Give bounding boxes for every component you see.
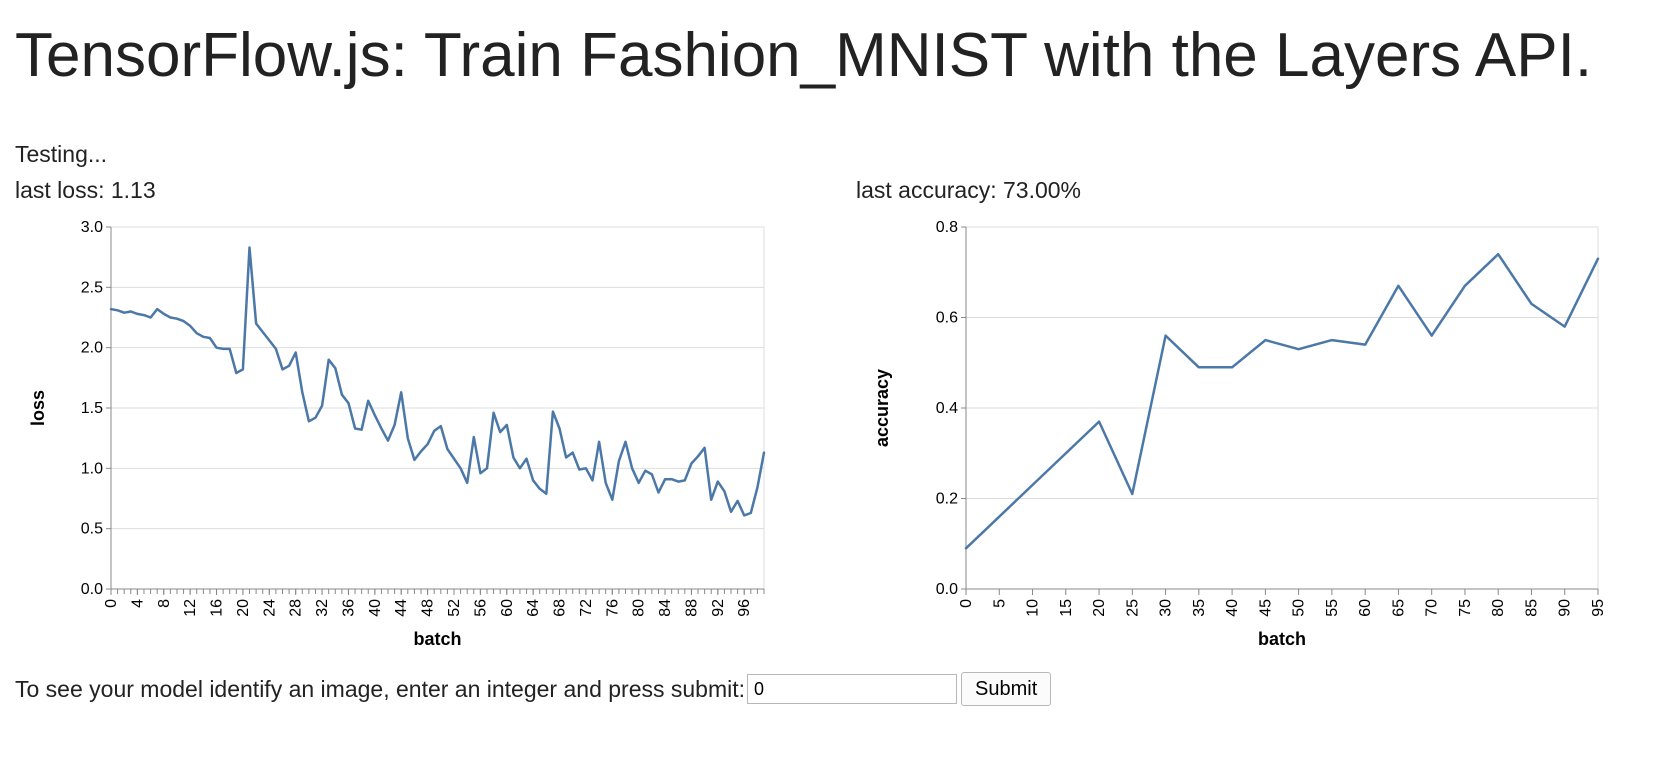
x-tick-label: 75 <box>1457 599 1474 617</box>
x-tick-label: 20 <box>235 599 252 617</box>
x-tick-label: 16 <box>209 599 226 617</box>
page-title: TensorFlow.js: Train Fashion_MNIST with … <box>15 21 1593 90</box>
y-axis-title: accuracy <box>872 369 892 447</box>
image-index-input[interactable] <box>747 674 958 704</box>
x-tick-label: 24 <box>261 599 278 617</box>
x-tick-label: 12 <box>182 599 199 617</box>
x-tick-label: 56 <box>472 599 489 617</box>
y-tick-label: 0.8 <box>936 219 958 236</box>
x-tick-label: 84 <box>657 599 674 617</box>
predict-form: To see your model identify an image, ent… <box>15 672 1052 706</box>
y-tick-label: 0.5 <box>81 521 103 538</box>
x-tick-label: 68 <box>552 599 569 617</box>
x-axis-title: batch <box>413 629 461 649</box>
x-tick-label: 48 <box>420 599 437 617</box>
y-axis-title: loss <box>28 390 48 426</box>
x-tick-label: 20 <box>1091 599 1108 617</box>
y-tick-label: 1.0 <box>81 460 103 477</box>
y-tick-label: 0.6 <box>936 310 958 327</box>
x-tick-label: 52 <box>446 599 463 617</box>
x-tick-label: 96 <box>736 599 753 617</box>
x-tick-label: 28 <box>288 599 305 617</box>
x-tick-label: 55 <box>1324 599 1341 617</box>
y-tick-label: 0.4 <box>936 400 958 417</box>
x-tick-label: 30 <box>1158 599 1175 617</box>
x-tick-label: 4 <box>129 599 146 608</box>
x-tick-label: 92 <box>710 599 727 617</box>
x-tick-label: 85 <box>1523 599 1540 617</box>
x-tick-label: 76 <box>604 599 621 617</box>
last-accuracy-label: last accuracy: 73.00% <box>856 177 1082 203</box>
training-status: Testing... <box>15 141 108 167</box>
x-tick-label: 40 <box>367 599 384 617</box>
x-tick-label: 15 <box>1058 599 1075 617</box>
y-tick-label: 2.5 <box>81 279 103 296</box>
y-tick-label: 0.0 <box>81 581 103 598</box>
submit-button[interactable]: Submit <box>961 672 1052 706</box>
x-tick-label: 40 <box>1224 599 1241 617</box>
x-tick-label: 8 <box>156 599 173 608</box>
x-tick-label: 0 <box>958 599 975 608</box>
x-tick-label: 32 <box>314 599 331 617</box>
x-tick-label: 80 <box>631 599 648 617</box>
accuracy-chart: 0.0 0.2 0.4 0.6 0.8 0 5 10 15 20 25 30 35 40 45 50 55 60 6… <box>872 219 1607 649</box>
predict-prompt: To see your model identify an image, ent… <box>15 675 746 702</box>
x-tick-label: 45 <box>1257 599 1274 617</box>
y-tick-label: 3.0 <box>81 219 103 236</box>
x-tick-label: 36 <box>340 599 357 617</box>
x-tick-label: 64 <box>525 599 542 617</box>
x-axis-title: batch <box>1258 629 1306 649</box>
accuracy-series-line <box>964 252 1600 550</box>
x-tick-label: 70 <box>1424 599 1441 617</box>
y-tick-label: 2.0 <box>81 340 103 357</box>
x-tick-label: 0 <box>103 599 120 608</box>
y-tick-label: 0.0 <box>936 581 958 598</box>
loss-chart: 0.00.51.01.52.02.53.00 4 8 12 16 20 24 28 32 36 40… <box>28 219 766 649</box>
x-tick-label: 88 <box>683 599 700 617</box>
x-tick-label: 65 <box>1390 599 1407 617</box>
x-tick-label: 25 <box>1124 599 1141 617</box>
x-tick-label: 90 <box>1557 599 1574 617</box>
x-tick-label: 72 <box>578 599 595 617</box>
loss-series-line <box>109 246 766 517</box>
y-tick-label: 0.2 <box>936 491 958 508</box>
x-tick-label: 5 <box>991 599 1008 608</box>
x-tick-label: 44 <box>393 599 410 617</box>
last-loss-label: last loss: 1.13 <box>15 177 156 203</box>
x-tick-label: 80 <box>1490 599 1507 617</box>
x-tick-label: 50 <box>1291 599 1308 617</box>
x-tick-label: 35 <box>1191 599 1208 617</box>
x-tick-label: 95 <box>1590 599 1607 617</box>
x-tick-label: 60 <box>499 599 516 617</box>
y-tick-label: 1.5 <box>81 400 103 417</box>
x-tick-label: 60 <box>1357 599 1374 617</box>
x-tick-label: 10 <box>1025 599 1042 617</box>
